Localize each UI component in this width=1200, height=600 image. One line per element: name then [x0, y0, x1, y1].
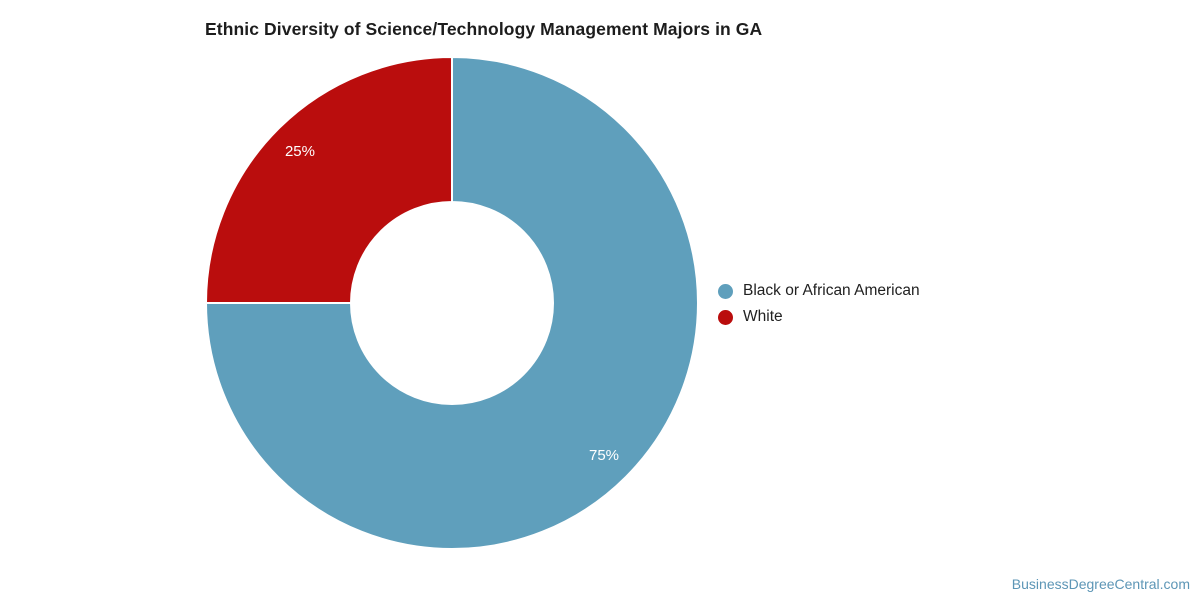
chart-title: Ethnic Diversity of Science/Technology M… — [205, 19, 763, 39]
legend: Black or African American White — [718, 282, 920, 326]
legend-dot-icon — [718, 283, 733, 299]
legend-item-white[interactable]: White — [718, 308, 920, 326]
watermark-link[interactable]: BusinessDegreeCentral.com — [1011, 576, 1190, 592]
pie-slice-black-or-african-american[interactable] — [205, 56, 699, 550]
legend-item-label: Black or African American — [743, 282, 920, 299]
slice-percent-label: 75% — [589, 447, 619, 464]
legend-item-black-or-african-american[interactable]: Black or African American — [718, 282, 920, 300]
legend-item-label: White — [743, 308, 783, 325]
pie-slice-white[interactable] — [205, 56, 453, 304]
legend-dot-icon — [718, 309, 733, 325]
slice-percent-label: 25% — [285, 143, 315, 160]
